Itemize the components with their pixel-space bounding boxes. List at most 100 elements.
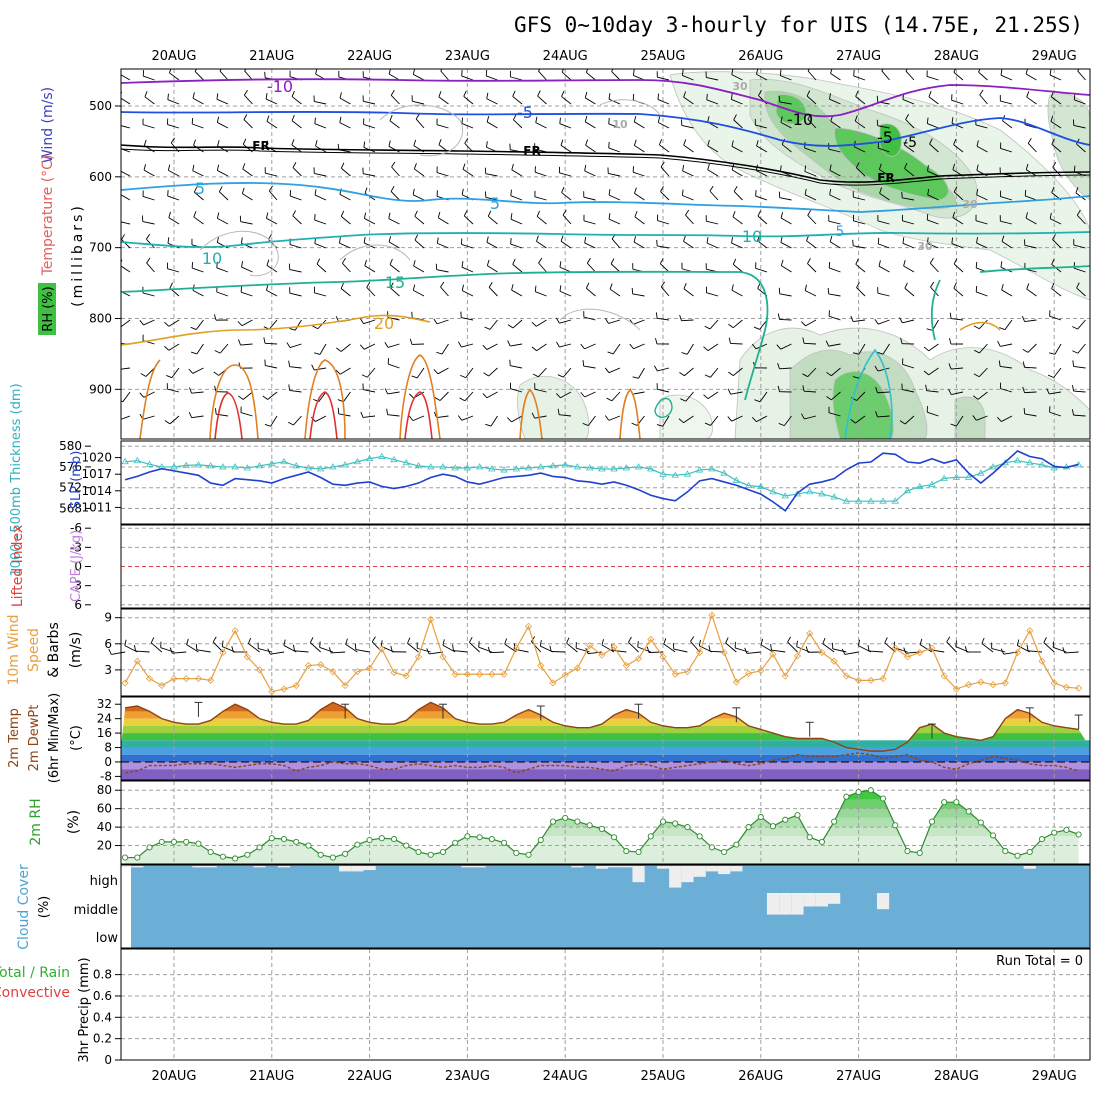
rh-point bbox=[526, 852, 531, 857]
wind-barb-flag bbox=[560, 118, 561, 124]
wind-barb bbox=[1025, 392, 1037, 393]
date-label-top: 29AUG bbox=[1032, 49, 1077, 64]
wind10m-barb-flag bbox=[213, 637, 216, 642]
wind-tick-label: 6 bbox=[104, 637, 112, 651]
rh-point bbox=[636, 849, 641, 854]
rh-point bbox=[245, 852, 250, 857]
cloud-bar-middle bbox=[767, 893, 779, 915]
rh-point bbox=[575, 819, 580, 824]
wind10m-barb-flag bbox=[823, 638, 825, 644]
rh-point bbox=[893, 823, 898, 828]
date-label-bottom: 24AUG bbox=[543, 1069, 588, 1084]
rh-point bbox=[978, 820, 983, 825]
wind-barb-flag bbox=[117, 338, 118, 344]
rh-point bbox=[1027, 849, 1032, 854]
chart-title: GFS 0~10day 3-hourly for UIS (14.75E, 21… bbox=[514, 13, 1083, 37]
rh-point bbox=[917, 850, 922, 855]
rh-point bbox=[343, 851, 348, 856]
cloud-bar-high bbox=[192, 866, 204, 867]
rh-bands bbox=[121, 776, 1090, 864]
wind10m-barb bbox=[674, 649, 688, 652]
ylabel-millibars: (millibars) bbox=[70, 203, 86, 307]
rh-point bbox=[135, 855, 140, 860]
ylabel-wind10m-a: 10m Wind bbox=[6, 614, 22, 685]
precip-tick-label: 0.4 bbox=[93, 1010, 112, 1024]
rh-point bbox=[929, 819, 934, 824]
wind10m-barb bbox=[136, 651, 150, 652]
wind-barb-flag bbox=[976, 262, 977, 268]
ylabel-slp: SLP (mb) bbox=[69, 451, 84, 510]
temp-tick-label: -8 bbox=[100, 769, 112, 783]
wind10m-barb-flag bbox=[699, 640, 700, 646]
cloud-bar-high bbox=[461, 866, 473, 867]
wind10m-barb bbox=[453, 651, 467, 652]
rh-point bbox=[990, 833, 995, 838]
rh-point bbox=[404, 843, 409, 848]
wind-barb-flag bbox=[115, 415, 118, 420]
cloud-bar-middle bbox=[816, 893, 828, 907]
rh-point bbox=[966, 809, 971, 814]
cloud-bar-high bbox=[681, 866, 693, 882]
upper-air-ylabel: Wind (m/s) Temperature (°C) RH (%) (mill… bbox=[38, 87, 86, 335]
cloud-bar-middle bbox=[779, 893, 791, 915]
rh-tick-label: 20 bbox=[97, 839, 112, 853]
rh-point bbox=[379, 836, 384, 841]
cloud-bar-high bbox=[694, 866, 706, 877]
rh-point bbox=[795, 813, 800, 818]
contour-label: 15 bbox=[385, 273, 405, 292]
cloud-bar-high bbox=[253, 866, 265, 867]
wind10m-barb-flag bbox=[664, 638, 666, 644]
rh-point bbox=[1039, 837, 1044, 842]
rh-point bbox=[220, 854, 225, 859]
pressure-tick-label: 600 bbox=[89, 170, 112, 184]
ylabel-wind10m-c: & Barbs bbox=[46, 622, 62, 678]
temperature-band-warm bbox=[121, 719, 1090, 726]
rh-tick-label: 60 bbox=[97, 802, 112, 816]
date-label-top: 25AUG bbox=[640, 49, 685, 64]
wind-barb bbox=[780, 319, 792, 320]
wind-barb-flag bbox=[632, 288, 633, 294]
wind10m-barb-flag bbox=[469, 637, 472, 642]
contour-label: -5 bbox=[877, 128, 893, 147]
wind10m-barb bbox=[258, 649, 272, 652]
rh-point bbox=[330, 855, 335, 860]
wind-barb-flag bbox=[535, 286, 536, 292]
wind-barb-flag bbox=[1074, 166, 1075, 172]
date-label-bottom: 23AUG bbox=[445, 1069, 490, 1084]
ylabel-wind10m-d: (m/s) bbox=[68, 632, 84, 669]
wind10m-barb-flag bbox=[885, 637, 888, 642]
wind10m-barb-flag bbox=[125, 640, 126, 646]
contour-label: FR bbox=[523, 144, 540, 158]
cloud-bar-high bbox=[205, 866, 217, 867]
rh-point bbox=[673, 821, 678, 826]
cloud-bar-high bbox=[278, 866, 290, 867]
contour-label: 30 bbox=[917, 240, 933, 253]
cloud-bar-high bbox=[669, 866, 681, 888]
rh-point bbox=[477, 835, 482, 840]
rh-point bbox=[159, 839, 164, 844]
ylabel-wind10m-b: Speed bbox=[26, 628, 42, 672]
temperature-band-warm bbox=[121, 726, 1090, 733]
date-label-bottom: 21AUG bbox=[249, 1069, 294, 1084]
rh-point bbox=[489, 837, 494, 842]
rh-point bbox=[612, 835, 617, 840]
wind10m-barb-flag bbox=[293, 645, 294, 651]
cloud-bar-middle bbox=[828, 893, 840, 904]
wind10m-barb bbox=[356, 650, 370, 652]
wind10m-panel: 963 10m Wind Speed & Barbs (m/s) bbox=[6, 609, 1090, 696]
cloud-bar-high bbox=[608, 866, 620, 867]
rh-point bbox=[709, 845, 714, 850]
wind10m-barb-flag bbox=[248, 638, 250, 644]
rh-point bbox=[905, 848, 910, 853]
wind10m-barb-flag bbox=[151, 637, 154, 642]
date-label-bottom: 22AUG bbox=[347, 1069, 392, 1084]
wind-barb-flag bbox=[779, 96, 780, 102]
rh-point bbox=[428, 852, 433, 857]
cloud-bar-high bbox=[131, 866, 143, 867]
ylabel-celsius: (°C) bbox=[69, 725, 84, 751]
rh-point bbox=[257, 845, 262, 850]
cloud-bar-high bbox=[363, 866, 375, 870]
